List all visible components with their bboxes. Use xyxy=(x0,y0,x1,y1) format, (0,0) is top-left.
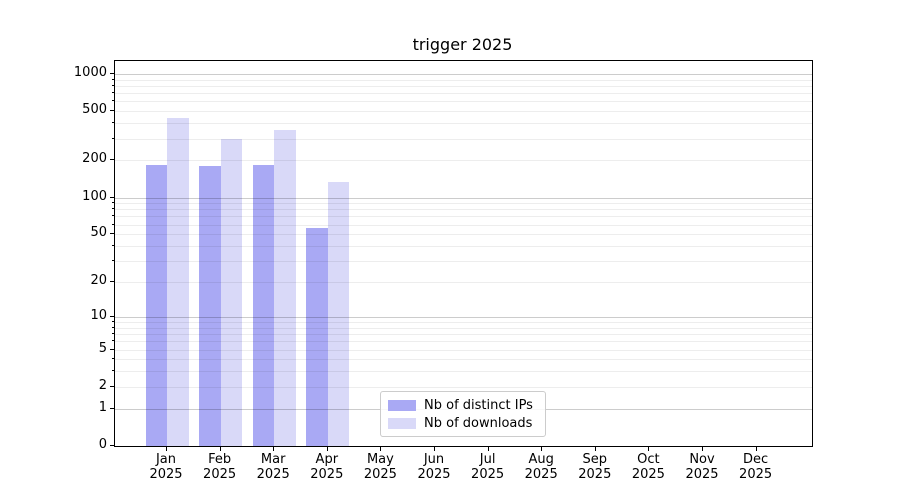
gridline-minor xyxy=(115,160,812,162)
bar-downloads xyxy=(220,139,243,446)
x-axis-tick-mark xyxy=(648,447,650,451)
y-axis-minor-tick-mark xyxy=(112,223,114,225)
x-axis-tick-mark xyxy=(326,447,328,451)
gridline-minor xyxy=(115,101,812,103)
x-axis-tick-label: Dec 2025 xyxy=(739,452,773,482)
x-axis-tick-label: Oct 2025 xyxy=(631,452,665,482)
x-axis-tick-label: Jun 2025 xyxy=(417,452,451,482)
plot-area xyxy=(114,60,813,447)
y-axis-minor-tick-mark xyxy=(112,321,114,322)
y-axis-minor-tick-mark xyxy=(112,159,114,161)
x-axis-tick-mark xyxy=(273,447,275,451)
bar-distinct-ips xyxy=(252,164,275,446)
x-axis-tick-mark xyxy=(166,447,167,451)
y-axis-minor-tick-mark xyxy=(112,100,114,102)
x-axis-tick-mark xyxy=(487,447,489,451)
y-axis-minor-tick-mark xyxy=(112,340,114,342)
y-axis-tick-label: 0 xyxy=(98,437,107,452)
y-axis-tick-label: 500 xyxy=(82,102,107,118)
gridline-major xyxy=(115,73,812,75)
y-axis-tick-mark xyxy=(110,196,114,198)
y-axis-tick-mark xyxy=(110,72,114,74)
x-axis-tick-label: Apr 2025 xyxy=(310,452,344,482)
x-axis-tick-label: May 2025 xyxy=(363,452,397,482)
x-axis-tick-label: Jul 2025 xyxy=(471,452,505,482)
y-axis-minor-tick-mark xyxy=(112,260,114,262)
y-axis-minor-tick-mark xyxy=(112,245,114,246)
x-axis-tick-mark xyxy=(380,447,382,451)
gridline-minor xyxy=(115,85,812,87)
bar-downloads xyxy=(327,182,350,446)
x-axis-tick-mark xyxy=(541,447,543,451)
x-axis-tick-mark xyxy=(594,447,596,451)
x-axis-tick-mark xyxy=(219,447,221,451)
legend-label: Nb of distinct IPs xyxy=(424,397,533,413)
y-axis-minor-tick-mark xyxy=(112,208,114,210)
gridline-minor xyxy=(115,123,812,125)
y-axis-minor-tick-mark xyxy=(112,215,114,217)
y-axis-minor-tick-mark xyxy=(112,110,114,112)
y-axis-minor-tick-mark xyxy=(112,84,114,86)
y-axis-tick-label: 2 xyxy=(98,377,107,393)
y-axis-minor-tick-mark xyxy=(112,202,114,204)
y-axis-tick-mark xyxy=(110,407,114,409)
x-axis-tick-label: Mar 2025 xyxy=(256,452,290,482)
x-axis-tick-label: Sep 2025 xyxy=(578,452,612,482)
legend-row: Nb of downloads xyxy=(388,416,536,431)
y-axis-minor-tick-mark xyxy=(112,281,114,282)
y-axis-minor-tick-mark xyxy=(112,385,114,387)
y-axis-tick-mark xyxy=(110,315,114,317)
x-axis-tick-mark xyxy=(434,447,435,451)
x-axis-tick-label: Aug 2025 xyxy=(524,452,558,482)
gridline-minor xyxy=(115,93,812,95)
y-axis-tick-label: 5 xyxy=(98,340,107,356)
y-axis-minor-tick-mark xyxy=(112,122,114,124)
bar-distinct-ips xyxy=(306,228,328,446)
y-axis-minor-tick-mark xyxy=(112,78,114,80)
gridline-minor xyxy=(115,79,812,81)
bar-downloads xyxy=(274,130,296,446)
legend-swatch-downloads xyxy=(388,417,416,429)
x-axis-tick-label: Nov 2025 xyxy=(685,452,719,482)
legend-label: Nb of downloads xyxy=(424,415,533,431)
y-axis-minor-tick-mark xyxy=(112,333,114,334)
y-axis-tick-label: 100 xyxy=(82,188,107,204)
y-axis-tick-label: 50 xyxy=(90,225,107,241)
y-axis-minor-tick-mark xyxy=(112,326,114,328)
y-axis-tick-label: 20 xyxy=(90,273,107,288)
y-axis-tick-label: 10 xyxy=(90,307,107,323)
y-axis-minor-tick-mark xyxy=(112,370,114,372)
bar-distinct-ips xyxy=(145,165,167,446)
y-axis-tick-label: 1 xyxy=(98,399,107,415)
y-axis-tick-mark xyxy=(110,445,114,446)
bar-distinct-ips xyxy=(199,166,221,446)
legend-swatch-distinct-ips xyxy=(388,399,416,411)
y-axis-tick-label: 200 xyxy=(82,151,107,167)
y-axis-minor-tick-mark xyxy=(112,137,114,139)
x-axis-tick-mark xyxy=(702,447,703,451)
x-axis-tick-mark xyxy=(755,447,757,451)
y-axis-minor-tick-mark xyxy=(112,348,114,350)
gridline-minor xyxy=(115,111,812,113)
y-axis-minor-tick-mark xyxy=(112,358,114,360)
y-axis-minor-tick-mark xyxy=(112,233,114,235)
y-axis-tick-label: 1000 xyxy=(73,64,107,80)
chart-title: trigger 2025 xyxy=(412,35,513,54)
y-axis-minor-tick-mark xyxy=(112,92,114,94)
gridline-minor xyxy=(115,138,812,140)
x-axis-tick-label: Feb 2025 xyxy=(203,452,237,482)
bar-downloads xyxy=(167,118,189,446)
legend-row: Nb of distinct IPs xyxy=(388,398,536,413)
x-axis-tick-label: Jan 2025 xyxy=(149,452,183,482)
legend: Nb of distinct IPs Nb of downloads xyxy=(380,391,546,437)
